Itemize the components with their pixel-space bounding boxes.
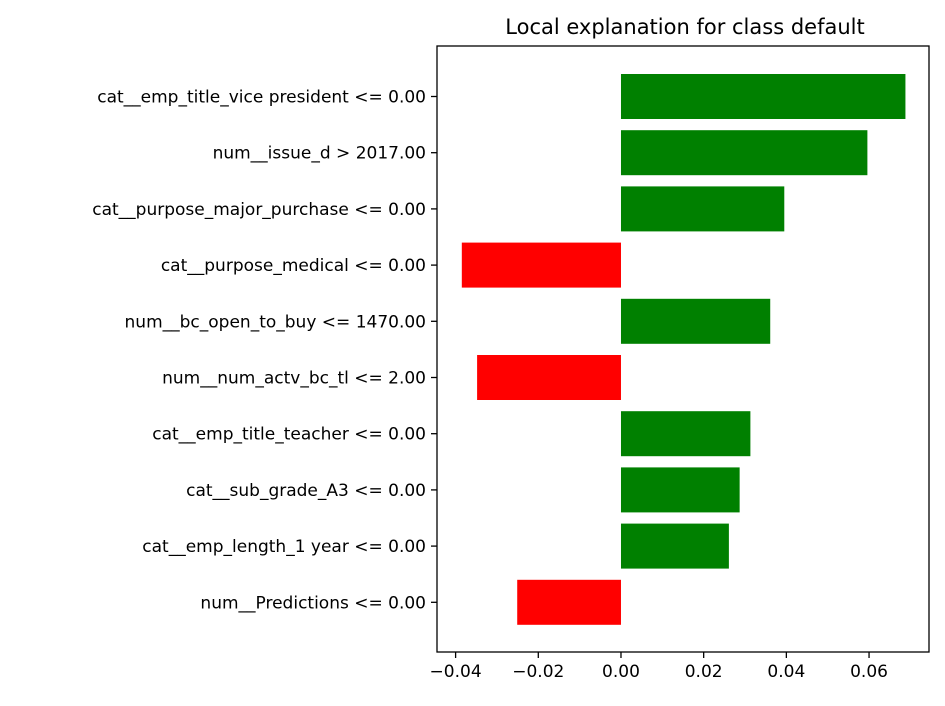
y-tick-label-3: cat__purpose_medical <= 0.00 <box>161 256 426 276</box>
bar-5 <box>477 355 621 400</box>
bar-2 <box>620 186 785 232</box>
x-tick-label-5: 0.06 <box>850 662 888 682</box>
x-tick-label-3: 0.02 <box>685 662 723 682</box>
bar-0 <box>620 74 906 119</box>
y-tick-label-9: num__Predictions <= 0.00 <box>200 593 426 613</box>
bar-4 <box>620 298 771 344</box>
y-tick-label-0: cat__emp_title_vice president <= 0.00 <box>97 88 426 108</box>
x-tick-label-0: −0.04 <box>430 662 482 682</box>
bar-8 <box>620 523 729 569</box>
chart-title: Local explanation for class default <box>505 15 864 39</box>
x-axis-ticks: −0.04 −0.02 0.00 0.02 0.04 0.06 <box>430 652 888 682</box>
y-tick-label-7: cat__sub_grade_A3 <= 0.00 <box>186 481 426 501</box>
y-tick-label-1: num__issue_d > 2017.00 <box>213 144 426 164</box>
x-tick-label-4: 0.04 <box>767 662 805 682</box>
bar-7 <box>620 467 740 513</box>
axes-frame <box>436 45 930 653</box>
y-tick-label-4: num__bc_open_to_buy <= 1470.00 <box>125 312 426 332</box>
y-tick-label-5: num__num_actv_bc_tl <= 2.00 <box>162 369 426 389</box>
bar-3 <box>461 242 621 288</box>
bar-6 <box>620 411 751 457</box>
bar-9 <box>517 579 621 625</box>
x-tick-label-2: 0.00 <box>602 662 640 682</box>
x-tick-label-1: −0.02 <box>512 662 564 682</box>
bar-1 <box>620 130 868 176</box>
y-tick-label-6: cat__emp_title_teacher <= 0.00 <box>152 425 426 445</box>
y-tick-label-2: cat__purpose_major_purchase <= 0.00 <box>92 200 426 220</box>
bars-group <box>461 74 906 625</box>
y-tick-labels: cat__emp_title_vice president <= 0.00 num… <box>92 88 437 613</box>
y-tick-label-8: cat__emp_length_1 year <= 0.00 <box>142 537 426 557</box>
